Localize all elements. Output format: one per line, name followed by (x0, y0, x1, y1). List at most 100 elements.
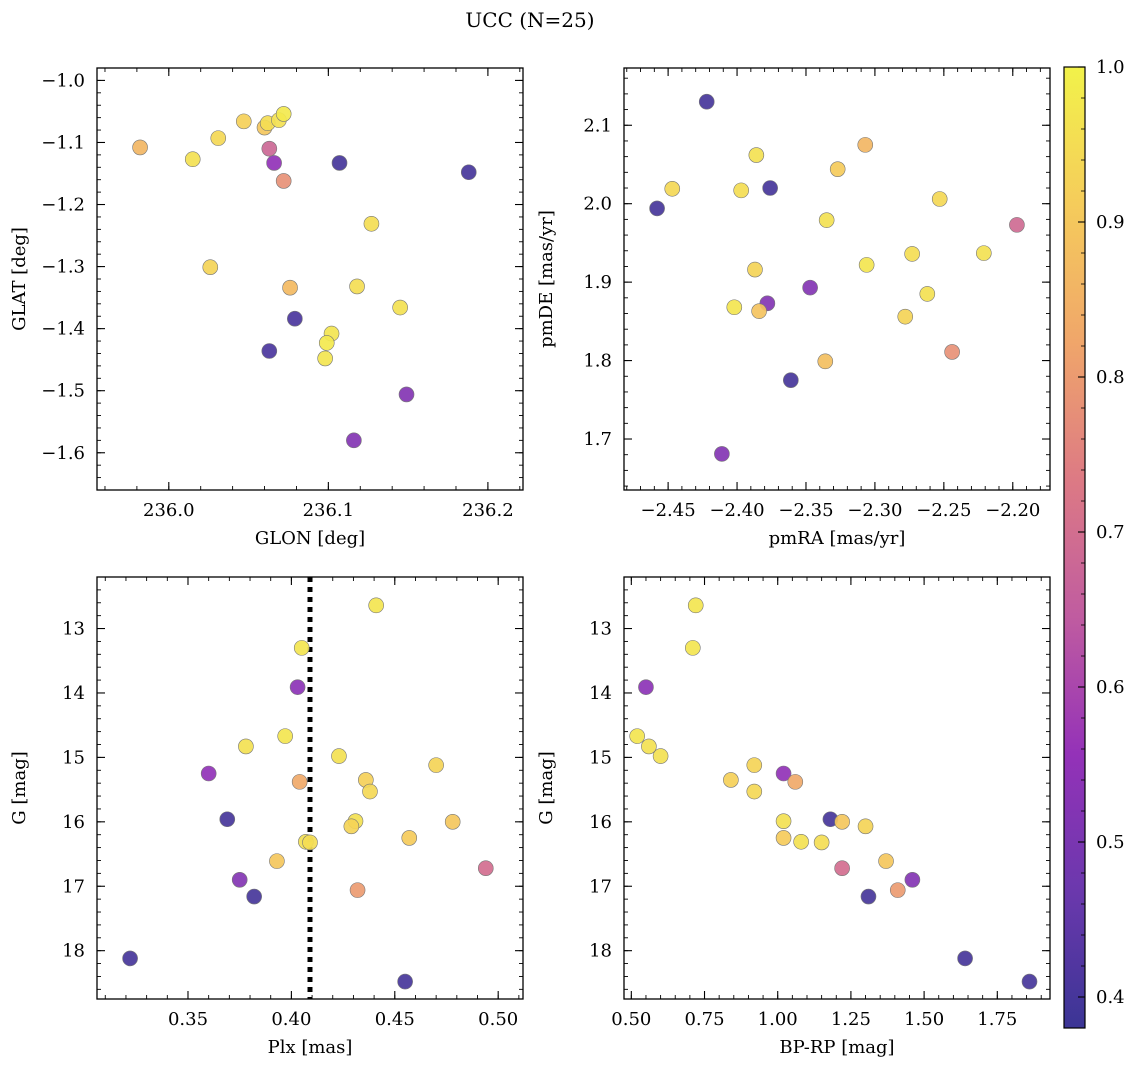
data-point (787, 774, 804, 790)
y-tick-label: 1.9 (583, 272, 612, 293)
x-axis-label: pmRA [mas/yr] (769, 528, 906, 549)
data-point (184, 151, 201, 168)
y-axis-label: G [mag] (536, 751, 557, 824)
y-tick-label: 14 (589, 683, 612, 704)
data-point (246, 888, 262, 905)
data-point (460, 164, 477, 181)
data-point (723, 772, 739, 788)
y-tick-label: 13 (62, 619, 85, 640)
x-axis-label: BP-RP [mag] (779, 1037, 894, 1058)
panel-pmra-pmde: −2.45 −2.40 −2.35 −2.30 −2.25 −2.20 1.7 1.8 1.9 2… (536, 67, 1051, 549)
y-tick-label: 17 (62, 876, 85, 897)
data-point (748, 147, 765, 163)
data-point (802, 279, 818, 296)
data-point (275, 173, 292, 189)
colorbar-tick-label: 0.6 (1096, 677, 1125, 698)
x-axis-label: Plx [mas] (268, 1037, 353, 1058)
x-tick-label: −2.25 (916, 500, 971, 521)
data-point (976, 245, 992, 261)
data-point (428, 757, 444, 773)
data-point (349, 278, 365, 295)
data-point (931, 191, 948, 207)
y-tick-label: −1.0 (41, 70, 85, 91)
data-point (343, 818, 360, 835)
x-tick-label: 1.25 (831, 1009, 871, 1030)
x-tick-label: 0.40 (271, 1009, 311, 1030)
y-tick-label: 17 (589, 876, 612, 897)
x-tick-label: 0.35 (168, 1009, 208, 1030)
data-point (444, 814, 461, 830)
panel-bprp-g: 0.50 0.75 1.00 1.25 1.50 1.75 13 14 15 16 17 18 BP-R… (536, 576, 1051, 1058)
data-point (238, 738, 254, 755)
data-point (897, 308, 914, 325)
x-tick-label: 1.75 (977, 1009, 1017, 1030)
data-point (261, 343, 278, 359)
data-point (652, 748, 669, 764)
x-tick-label: 1.50 (904, 1009, 944, 1030)
x-tick-label: 236.2 (462, 500, 514, 521)
data-point (349, 882, 366, 898)
data-point (202, 259, 219, 276)
colorbar-tick-label: 0.9 (1096, 212, 1125, 233)
data-point (210, 130, 227, 146)
y-tick-label: 18 (589, 941, 612, 962)
data-point (282, 279, 298, 296)
data-point (834, 860, 850, 877)
y-tick-label: 1.8 (583, 351, 612, 372)
data-point (269, 853, 285, 869)
data-point (649, 200, 665, 217)
data-point (317, 350, 333, 367)
y-tick-label: 2.0 (583, 194, 612, 215)
data-point (747, 261, 763, 278)
data-point (302, 834, 318, 851)
y-tick-label: −1.5 (41, 381, 85, 402)
data-point (346, 432, 362, 449)
x-tick-label: −2.45 (641, 500, 696, 521)
y-axis-label: G [mag] (9, 751, 30, 824)
data-point (818, 212, 835, 228)
data-point (289, 679, 306, 695)
colorbar-tick-label: 0.5 (1096, 832, 1125, 853)
x-tick-label: 0.50 (478, 1009, 518, 1030)
data-point (746, 757, 763, 773)
data-point (834, 814, 850, 830)
y-tick-label: 16 (589, 812, 612, 833)
data-point (817, 353, 834, 370)
y-tick-label: 2.1 (583, 115, 612, 136)
y-tick-label: 1.7 (583, 429, 612, 450)
x-tick-label: 0.50 (611, 1009, 651, 1030)
data-point (293, 640, 310, 656)
data-point (231, 872, 248, 888)
data-point (629, 728, 645, 744)
colorbar: 0.4 0.5 0.6 0.7 0.8 0.9 1.0 (1063, 57, 1125, 1029)
y-tick-label: −1.4 (41, 319, 85, 340)
data-point (122, 950, 138, 967)
data-point (685, 640, 701, 656)
data-point (775, 813, 792, 829)
axes-frame (623, 67, 1051, 491)
data-point (746, 783, 763, 800)
data-point (235, 113, 252, 130)
data-point (200, 765, 217, 782)
x-tick-label: 1.00 (758, 1009, 798, 1030)
data-point (287, 310, 303, 327)
data-point (363, 215, 380, 232)
data-point (813, 834, 830, 851)
y-tick-label: 13 (589, 619, 612, 640)
colorbar-gradient (1063, 66, 1086, 1029)
panel-plx-g: 0.35 0.40 0.45 0.50 13 14 15 16 17 18 Plx [mas] G [… (9, 576, 524, 1058)
x-tick-label: 0.45 (375, 1009, 415, 1030)
data-point (829, 161, 846, 177)
y-axis-label: pmDE [mas/yr] (536, 210, 557, 348)
y-axis-label: GLAT [deg] (9, 227, 30, 331)
data-point (860, 888, 877, 905)
colorbar-tick-label: 1.0 (1096, 57, 1125, 78)
data-point (733, 182, 749, 199)
x-tick-label: −2.20 (985, 500, 1040, 521)
data-point (638, 679, 654, 695)
data-point (775, 830, 792, 846)
data-point (878, 853, 894, 869)
data-point (331, 748, 347, 764)
data-point (858, 257, 875, 273)
